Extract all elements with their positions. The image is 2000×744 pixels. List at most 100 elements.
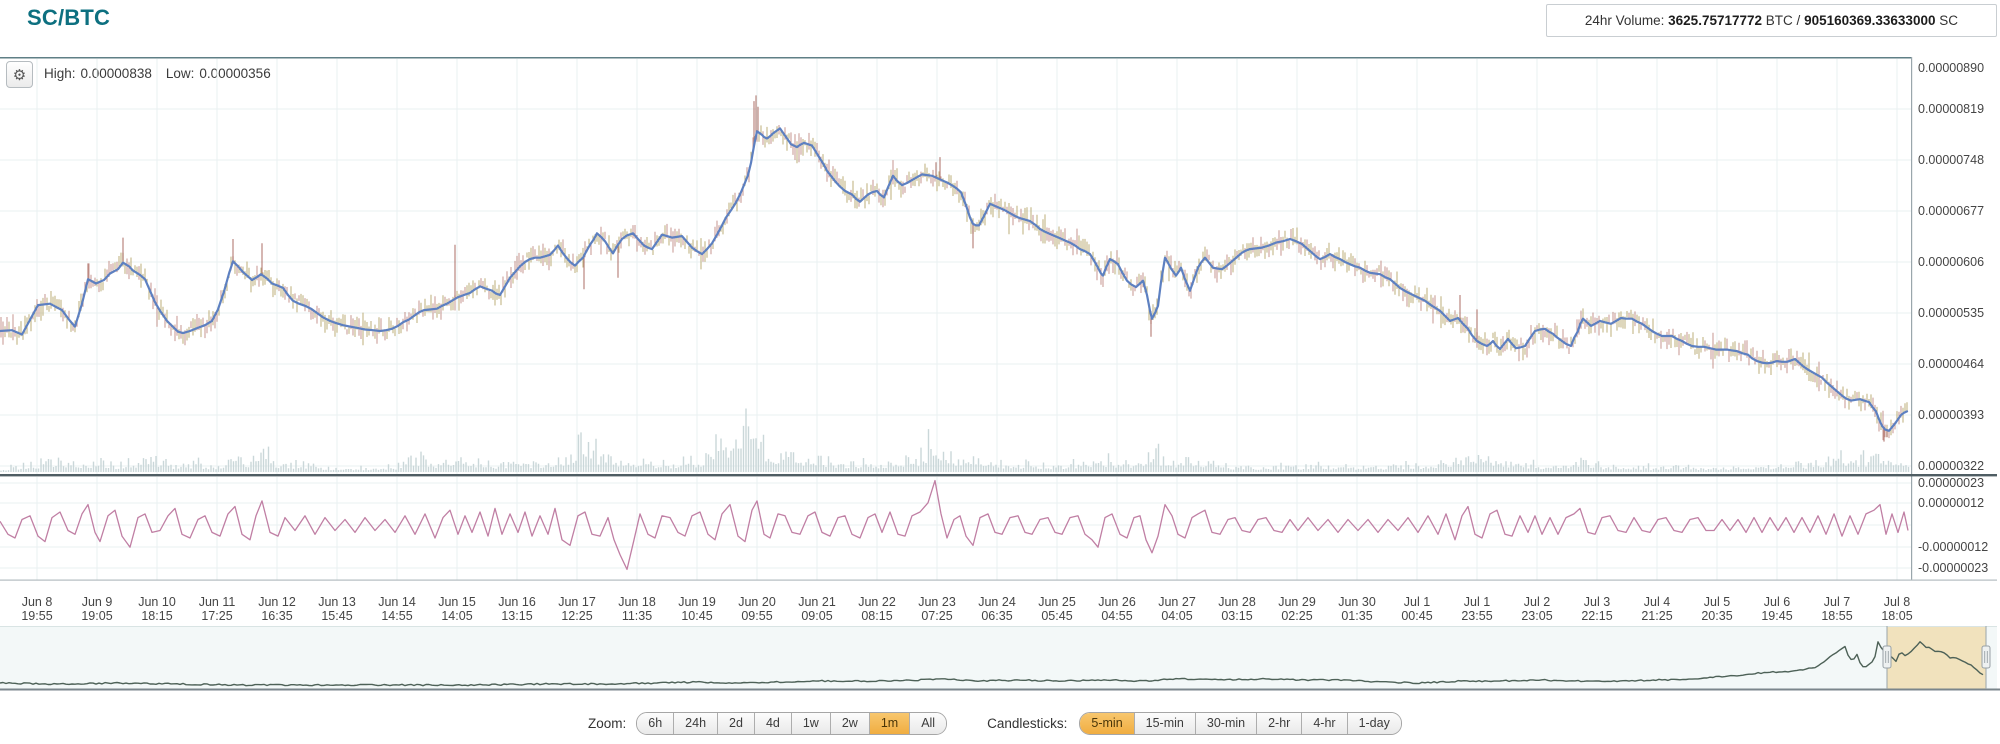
tick-time: 11:35: [621, 608, 653, 623]
tick-time: 06:35: [981, 608, 1013, 623]
candlestick-button-4-hr[interactable]: 4-hr: [1301, 713, 1347, 734]
tick-date: Jun 9: [81, 595, 113, 609]
oscillator-axis-label: -0.00000023: [1918, 561, 1989, 575]
x-axis-tick-label: Jun 29 02:25: [1261, 595, 1333, 623]
candlestick-button-5-min[interactable]: 5-min: [1080, 713, 1134, 734]
oscillator-axis-label: 0.00000023: [1918, 476, 1985, 490]
low-label: Low:: [165, 66, 195, 81]
volume-btc-value: 3625.75717772: [1668, 13, 1763, 28]
tick-time: 04:05: [1161, 608, 1193, 623]
zoom-button-6h[interactable]: 6h: [637, 713, 674, 734]
candlestick-button-group: 5-min 15-min 30-min 2-hr 4-hr 1-day: [1079, 712, 1402, 735]
volume-bars: [0, 408, 1910, 472]
tick-time: 18:05: [1881, 608, 1913, 623]
x-axis-tick-label: Jun 15 14:05: [421, 595, 493, 623]
horizontal-gridlines: [0, 57, 1911, 569]
candlestick-button-2-hr[interactable]: 2-hr: [1256, 713, 1302, 734]
tick-time: 01:35: [1341, 608, 1373, 623]
candles-up: [4, 125, 1908, 438]
tick-time: 23:05: [1521, 608, 1553, 623]
zoom-button-all[interactable]: All: [909, 713, 947, 734]
tick-date: Jun 19: [678, 595, 716, 609]
candlestick-button-1-day[interactable]: 1-day: [1346, 713, 1401, 734]
zoom-button-1m[interactable]: 1m: [868, 713, 910, 734]
tick-time: 09:55: [741, 608, 773, 623]
tick-date: Jun 22: [858, 595, 896, 609]
tick-time: 14:05: [441, 608, 473, 623]
axis-border: [1911, 57, 1913, 580]
moving-average-line: [0, 127, 1909, 432]
tick-date: Jun 18: [618, 595, 656, 609]
zoom-button-24h[interactable]: 24h: [673, 713, 718, 734]
zoom-button-2w[interactable]: 2w: [829, 713, 869, 734]
tick-date: Jun 20: [738, 595, 776, 609]
tick-time: 14:55: [381, 608, 413, 623]
tick-time: 15:45: [321, 608, 353, 623]
zoom-button-4d[interactable]: 4d: [753, 713, 791, 734]
page-title: SC/BTC: [27, 5, 111, 30]
tick-time: 19:05: [81, 608, 113, 623]
navigator-selection[interactable]: [1887, 626, 1986, 689]
x-axis-tick-label: Jul 6 19:45: [1741, 595, 1813, 623]
x-axis-tick-label: Jul 1 00:45: [1381, 595, 1453, 623]
tick-time: 09:05: [801, 608, 833, 623]
candlestick-button-15-min[interactable]: 15-min: [1133, 713, 1195, 734]
tick-date: Jul 5: [1703, 595, 1731, 609]
tick-time: 19:55: [21, 608, 53, 623]
navigator-pane[interactable]: [0, 626, 1997, 689]
x-axis-tick-label: Jun 18 11:35: [601, 595, 673, 623]
plot-top-border: [0, 57, 1911, 59]
x-axis-tick-label: Jun 24 06:35: [961, 595, 1033, 623]
candlestick-button-30-min[interactable]: 30-min: [1194, 713, 1257, 734]
x-axis-tick-label: Jun 8 19:55: [1, 595, 73, 623]
tick-date: Jun 25: [1038, 595, 1076, 609]
price-axis-label: 0.00000393: [1918, 408, 1985, 422]
x-axis-tick-label: Jun 19 10:45: [661, 595, 733, 623]
tick-time: 03:15: [1221, 608, 1253, 623]
tick-time: 19:45: [1761, 608, 1793, 623]
zoom-button-1w[interactable]: 1w: [790, 713, 830, 734]
tick-time: 07:25: [921, 608, 953, 623]
chart-settings-button[interactable]: ⚙: [6, 61, 33, 88]
navigator-series-line: [0, 641, 1984, 687]
tick-time: 00:45: [1401, 608, 1433, 623]
high-label: High:: [44, 66, 76, 81]
x-axis-tick-label: Jul 7 18:55: [1801, 595, 1873, 623]
tick-date: Jun 13: [318, 595, 356, 609]
tick-time: 18:55: [1821, 608, 1853, 623]
tick-date: Jul 6: [1763, 595, 1791, 609]
navigator-handle-right[interactable]: [1981, 645, 1991, 669]
tick-date: Jun 26: [1098, 595, 1136, 609]
tick-date: Jun 21: [798, 595, 836, 609]
long-wicks: [87, 95, 1888, 442]
tick-time: 13:15: [501, 608, 533, 623]
tick-date: Jul 1: [1463, 595, 1491, 609]
x-axis-tick-label: Jul 5 20:35: [1681, 595, 1753, 623]
tick-date: Jun 14: [378, 595, 416, 609]
volume-sc-unit: SC: [1939, 13, 1958, 28]
zoom-button-2d[interactable]: 2d: [717, 713, 754, 734]
navigator-handle-left[interactable]: [1882, 645, 1892, 669]
candlesticks-label: Candlesticks:: [987, 716, 1068, 731]
tick-date: Jun 12: [258, 595, 296, 609]
x-axis-tick-label: Jun 26 04:55: [1081, 595, 1153, 623]
tick-time: 22:15: [1581, 608, 1613, 623]
x-axis-tick-label: Jun 16 13:15: [481, 595, 553, 623]
navigator-top-border: [0, 626, 1997, 627]
tick-time: 12:25: [561, 608, 593, 623]
price-axis-label: 0.00000748: [1918, 153, 1985, 167]
tick-time: 18:15: [141, 608, 173, 623]
high-value: 0.00000838: [80, 66, 152, 81]
x-axis-tick-label: Jun 23 07:25: [901, 595, 973, 623]
navigator-handle-right-grip: [1984, 651, 1988, 663]
volume-sc-value: 905160369.33633000: [1804, 13, 1936, 28]
x-axis-tick-label: Jun 30 01:35: [1321, 595, 1393, 623]
tick-date: Jun 23: [918, 595, 956, 609]
volume-btc-unit: BTC: [1765, 13, 1793, 28]
x-axis-tick-label: Jun 20 09:55: [721, 595, 793, 623]
x-axis-tick-label: Jun 22 08:15: [841, 595, 913, 623]
oscillator-line: [0, 479, 1909, 571]
zoom-button-group: 6h 24h 2d 4d 1w 2w 1m All: [636, 712, 948, 735]
